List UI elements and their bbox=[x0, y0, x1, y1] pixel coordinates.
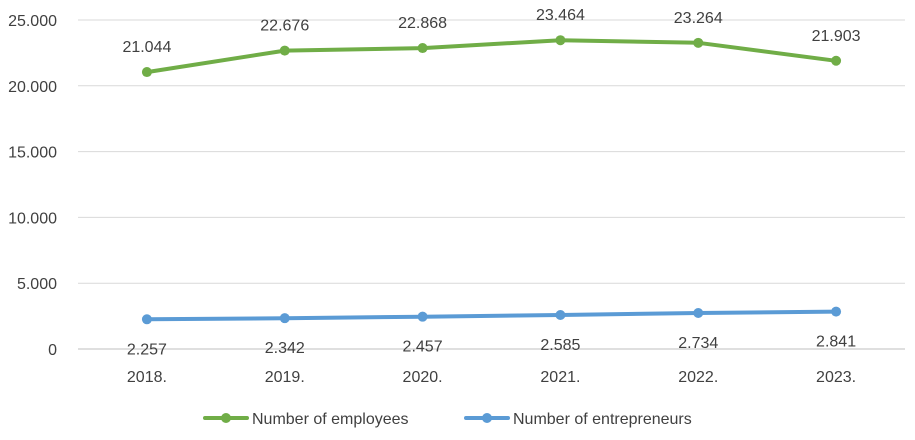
data-label-number-of-employees: 23.264 bbox=[674, 10, 723, 27]
x-tick-label: 2020. bbox=[403, 369, 443, 386]
data-label-number-of-employees: 22.676 bbox=[260, 18, 309, 35]
y-tick-label: 0 bbox=[48, 342, 57, 359]
legend: Number of employees Number of entrepreneu… bbox=[203, 411, 692, 428]
data-point-number-of-employees bbox=[555, 35, 566, 46]
data-label-number-of-employees: 21.044 bbox=[122, 39, 171, 56]
data-label-number-of-entrepreneurs: 2.457 bbox=[403, 339, 443, 356]
data-label-number-of-entrepreneurs: 2.342 bbox=[265, 340, 305, 357]
legend-marker-number-of-entrepreneurs bbox=[482, 413, 492, 423]
data-label-number-of-entrepreneurs: 2.841 bbox=[816, 334, 856, 351]
data-label-number-of-entrepreneurs: 2.734 bbox=[678, 335, 718, 352]
y-axis-ticks: 0 5.000 10.000 15.000 20.000 25.000 bbox=[8, 13, 57, 359]
gridlines bbox=[78, 19, 905, 350]
series-line-number-of-employees bbox=[144, 38, 839, 75]
data-point-number-of-employees bbox=[831, 55, 842, 66]
data-point-number-of-employees bbox=[417, 43, 428, 54]
legend-label-number-of-entrepreneurs: Number of entrepreneurs bbox=[513, 411, 692, 428]
y-tick-label: 10.000 bbox=[8, 210, 57, 227]
x-tick-label: 2022. bbox=[678, 369, 718, 386]
data-label-number-of-employees: 23.464 bbox=[536, 7, 585, 24]
data-label-number-of-entrepreneurs: 2.585 bbox=[540, 337, 580, 354]
data-label-number-of-entrepreneurs: 2.257 bbox=[127, 341, 167, 358]
data-point-number-of-entrepreneurs bbox=[417, 311, 428, 322]
legend-marker-number-of-employees bbox=[221, 413, 231, 423]
data-point-number-of-entrepreneurs bbox=[279, 313, 290, 324]
x-tick-label: 2018. bbox=[127, 369, 167, 386]
x-tick-label: 2023. bbox=[816, 369, 856, 386]
series-line-number-of-entrepreneurs bbox=[144, 309, 839, 322]
x-tick-label: 2021. bbox=[540, 369, 580, 386]
y-tick-label: 20.000 bbox=[8, 79, 57, 96]
data-point-number-of-employees bbox=[279, 45, 290, 56]
data-label-number-of-employees: 22.868 bbox=[398, 15, 447, 32]
x-axis-ticks: 2018. 2019. 2020. 2021. 2022. 2023. bbox=[127, 369, 856, 386]
x-tick-label: 2019. bbox=[265, 369, 305, 386]
y-tick-label: 25.000 bbox=[8, 13, 57, 30]
data-point-number-of-entrepreneurs bbox=[831, 306, 842, 317]
legend-label-number-of-employees: Number of employees bbox=[252, 411, 409, 428]
data-point-number-of-employees bbox=[693, 37, 704, 48]
y-tick-label: 5.000 bbox=[17, 276, 57, 293]
data-point-number-of-entrepreneurs bbox=[141, 314, 152, 325]
data-labels: 21.044 22.676 22.868 23.464 23.264 21.903 2.25… bbox=[122, 7, 860, 358]
data-point-number-of-employees bbox=[141, 67, 152, 78]
series-group bbox=[141, 35, 842, 325]
data-label-number-of-employees: 21.903 bbox=[812, 28, 861, 45]
y-tick-label: 15.000 bbox=[8, 145, 57, 162]
data-point-number-of-entrepreneurs bbox=[693, 308, 704, 319]
data-point-number-of-entrepreneurs bbox=[555, 309, 566, 320]
